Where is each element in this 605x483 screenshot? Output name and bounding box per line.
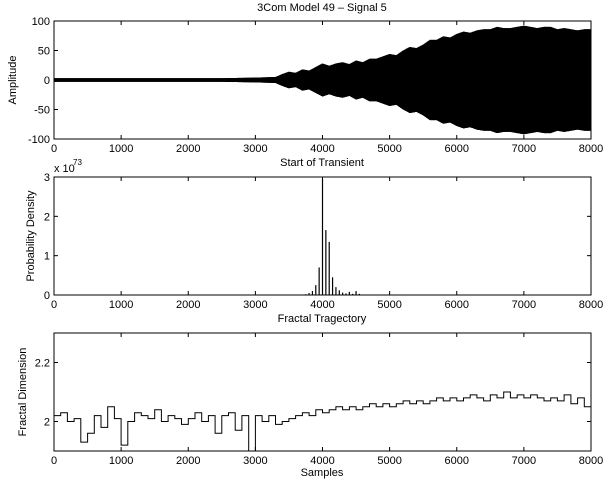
x-tick-label: 2000 (176, 143, 200, 155)
fractal-dimension-series-group (54, 391, 592, 452)
y-axis-label-amplitude: Amplitude (7, 56, 19, 105)
x-tick-label: 5000 (377, 299, 401, 311)
y-tick-label: 0 (44, 75, 50, 87)
x-tick-label: 1000 (109, 143, 133, 155)
x-tick-label: 2000 (176, 299, 200, 311)
fractal-dimension-line (54, 391, 592, 452)
y-tick-label: -50 (34, 105, 50, 117)
x-tick-label: 8000 (579, 455, 603, 467)
x-tick-label: 5000 (377, 143, 401, 155)
x-tick-label: 0 (51, 143, 57, 155)
panel-probability-density: 0 1000 2000 3000 4000 5000 6000 7000 8000 0 1 2 3 x … (25, 158, 603, 325)
y-tick-label: 1 (44, 251, 50, 263)
y-exponent-base: x 10 (54, 163, 75, 175)
fractal-ticks: 0 1000 2000 3000 4000 5000 6000 7000 8000 2 2.2 (35, 333, 603, 467)
density-ticks: 0 1000 2000 3000 4000 5000 6000 7000 8000 0 1 2 3 (44, 172, 603, 311)
x-tick-label: 5000 (377, 455, 401, 467)
x-tick-label: 1000 (109, 299, 133, 311)
y-tick-label: 2.2 (35, 358, 50, 370)
x-tick-label: 7000 (512, 143, 536, 155)
chart-title: 3Com Model 49 – Signal 5 (257, 2, 387, 14)
density-bars-group (305, 178, 361, 295)
x-tick-label: 2000 (176, 455, 200, 467)
amplitude-ticks: 0 1000 2000 3000 4000 5000 6000 7000 8000-100-50… (28, 16, 603, 155)
x-tick-label: 6000 (445, 299, 469, 311)
y-tick-label: 0 (44, 290, 50, 302)
amplitude-envelope-fill (54, 25, 591, 135)
x-tick-label: 4000 (310, 455, 334, 467)
x-axis-label-density: Fractal Tragectory (278, 313, 367, 325)
x-tick-label: 3000 (243, 299, 267, 311)
x-tick-label: 8000 (579, 143, 603, 155)
x-tick-label: 3000 (243, 143, 267, 155)
x-tick-label: 7000 (512, 455, 536, 467)
y-tick-label: 50 (38, 46, 50, 58)
y-axis-label-density: Probability Density (25, 190, 37, 282)
x-tick-label: 0 (51, 299, 57, 311)
y-tick-label: 3 (44, 172, 50, 184)
y-axis-label-fractal: Fractal Dimension (17, 348, 29, 437)
y-tick-label: -100 (28, 134, 50, 146)
x-tick-label: 6000 (445, 143, 469, 155)
y-exponent-power: 73 (73, 158, 82, 167)
x-tick-label: 3000 (243, 455, 267, 467)
panel-amplitude: 3Com Model 49 – Signal 5 0 1000 2000 3000 40… (7, 2, 603, 169)
x-tick-label: 4000 (310, 299, 334, 311)
x-axis-label-fractal: Samples (301, 467, 344, 479)
y-tick-label: 100 (32, 16, 50, 28)
x-axis-label-amplitude: Start of Transient (280, 157, 364, 169)
y-tick-label: 2 (44, 211, 50, 223)
x-tick-label: 4000 (310, 143, 334, 155)
x-tick-label: 6000 (445, 455, 469, 467)
x-tick-label: 0 (51, 455, 57, 467)
panel-fractal-dimension: 0 1000 2000 3000 4000 5000 6000 7000 8000 2 2.2 Sa… (17, 332, 603, 479)
y-tick-label: 2 (44, 417, 50, 429)
x-tick-label: 7000 (512, 299, 536, 311)
amplitude-series-group (53, 25, 591, 135)
x-tick-label: 8000 (579, 299, 603, 311)
x-tick-label: 1000 (109, 455, 133, 467)
